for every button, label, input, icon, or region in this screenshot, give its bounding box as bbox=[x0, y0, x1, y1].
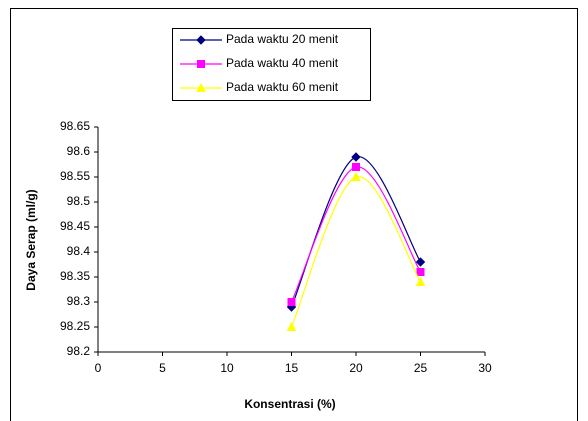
y-tick-label: 98.35 bbox=[60, 269, 90, 283]
x-tick-label: 15 bbox=[285, 361, 299, 375]
x-tick-label: 30 bbox=[478, 361, 492, 375]
marker bbox=[351, 171, 361, 181]
y-tick-label: 98.3 bbox=[67, 294, 91, 308]
x-tick-label: 10 bbox=[220, 361, 234, 375]
x-axis-label: Konsentrasi (%) bbox=[244, 397, 335, 411]
marker bbox=[415, 257, 426, 267]
y-tick-label: 98.5 bbox=[67, 194, 91, 208]
y-tick-label: 98.25 bbox=[60, 319, 90, 333]
y-tick-label: 98.65 bbox=[60, 119, 90, 133]
legend-label: Pada waktu 20 menit bbox=[226, 32, 339, 46]
legend-label: Pada waktu 40 menit bbox=[226, 56, 339, 70]
y-tick-label: 98.4 bbox=[67, 244, 91, 258]
x-tick-label: 5 bbox=[159, 361, 166, 375]
marker bbox=[196, 82, 206, 92]
x-tick-label: 0 bbox=[95, 361, 102, 375]
y-axis-label: Daya Serap (ml/g) bbox=[24, 189, 38, 290]
y-tick-label: 98.55 bbox=[60, 169, 90, 183]
marker bbox=[352, 163, 360, 171]
y-tick-label: 98.45 bbox=[60, 219, 90, 233]
marker bbox=[286, 321, 297, 331]
x-tick-label: 25 bbox=[414, 361, 428, 375]
y-tick-label: 98.6 bbox=[67, 144, 91, 158]
x-tick-label: 20 bbox=[349, 361, 363, 375]
y-tick-label: 98.2 bbox=[67, 344, 91, 358]
marker bbox=[196, 35, 206, 45]
marker bbox=[287, 298, 296, 306]
marker bbox=[415, 276, 426, 286]
marker bbox=[351, 152, 361, 162]
marker bbox=[416, 268, 425, 276]
legend-label: Pada waktu 60 menit bbox=[226, 80, 339, 94]
marker bbox=[197, 60, 205, 68]
